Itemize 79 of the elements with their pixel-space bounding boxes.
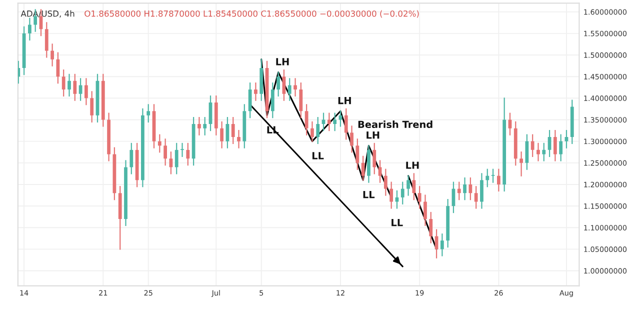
candlestick — [384, 168, 388, 196]
candlestick — [418, 186, 422, 209]
candlestick — [316, 117, 320, 144]
candlestick — [440, 234, 444, 256]
candlestick — [28, 18, 32, 40]
candlestick — [480, 173, 484, 209]
candlestick — [400, 182, 404, 204]
candlestick — [226, 117, 230, 148]
candlestick — [174, 142, 178, 174]
candlestick — [44, 22, 48, 58]
candlestick — [203, 117, 207, 136]
candlestick — [282, 70, 286, 101]
candlestick — [474, 186, 478, 209]
candlestick — [220, 121, 224, 148]
candlestick — [146, 104, 150, 122]
candlestick — [361, 156, 365, 181]
candlestick — [90, 91, 94, 122]
candlestick — [18, 60, 20, 84]
candlestick — [299, 82, 303, 118]
annotation: LH — [406, 162, 419, 169]
candlestick — [564, 130, 568, 148]
candlestick — [78, 78, 82, 101]
candlestick — [457, 182, 461, 200]
candlestick — [322, 112, 326, 132]
annotation: LH — [276, 58, 289, 66]
candlestick — [276, 72, 280, 97]
candlestick — [310, 121, 314, 142]
annotation: LL — [312, 152, 324, 160]
candlestick — [248, 82, 252, 118]
candlestick — [294, 78, 297, 97]
annotation: LL — [363, 191, 375, 198]
candlestick — [390, 182, 394, 209]
candlestick — [406, 175, 410, 196]
candlestick — [508, 112, 512, 136]
candlestick — [84, 78, 88, 106]
candlestick — [164, 138, 167, 166]
candlestick — [542, 142, 546, 162]
annotation: LL — [392, 219, 403, 226]
candlestick — [530, 134, 534, 157]
candlestick — [50, 44, 54, 66]
candlestick — [130, 142, 134, 174]
candlestick — [520, 152, 523, 176]
candlestick — [73, 74, 77, 101]
candlestick — [429, 212, 433, 244]
candlestick — [525, 134, 529, 170]
candlestick — [350, 126, 354, 153]
candlestick — [496, 168, 500, 192]
candlestick — [186, 142, 190, 166]
annotation: O1.86580000 H1.87870000 L1.85450000 C1.86550000 −0.00030000 (−0.02%) — [84, 10, 419, 18]
candlestick — [559, 134, 563, 162]
candlestick — [288, 78, 292, 101]
candlestick — [356, 138, 360, 170]
candlestick — [56, 52, 60, 84]
candlestick — [327, 112, 331, 132]
candlestick — [304, 104, 308, 136]
candlestick — [463, 177, 466, 200]
candlestick — [372, 142, 376, 174]
candlestick — [536, 142, 540, 162]
candlestick — [424, 194, 427, 226]
candlestick — [254, 82, 258, 101]
candlestick — [68, 74, 71, 97]
candlestick — [491, 168, 495, 183]
annotation: LH — [366, 131, 380, 139]
candlestick — [468, 177, 472, 200]
candlestick — [486, 168, 490, 188]
candlestick — [237, 130, 240, 148]
annotation: Bearish Trend — [358, 120, 432, 128]
candlestick — [333, 112, 337, 132]
candlestick — [412, 173, 416, 200]
annotation: LH — [338, 96, 351, 104]
candlestick — [180, 142, 184, 157]
candlestick — [270, 82, 274, 118]
candlestick — [158, 134, 162, 153]
candlestick — [378, 160, 382, 183]
candlestick — [198, 117, 201, 136]
candlestick — [62, 70, 66, 97]
candlestick — [553, 130, 557, 162]
candlestick — [231, 117, 235, 144]
candlestick — [344, 108, 348, 140]
